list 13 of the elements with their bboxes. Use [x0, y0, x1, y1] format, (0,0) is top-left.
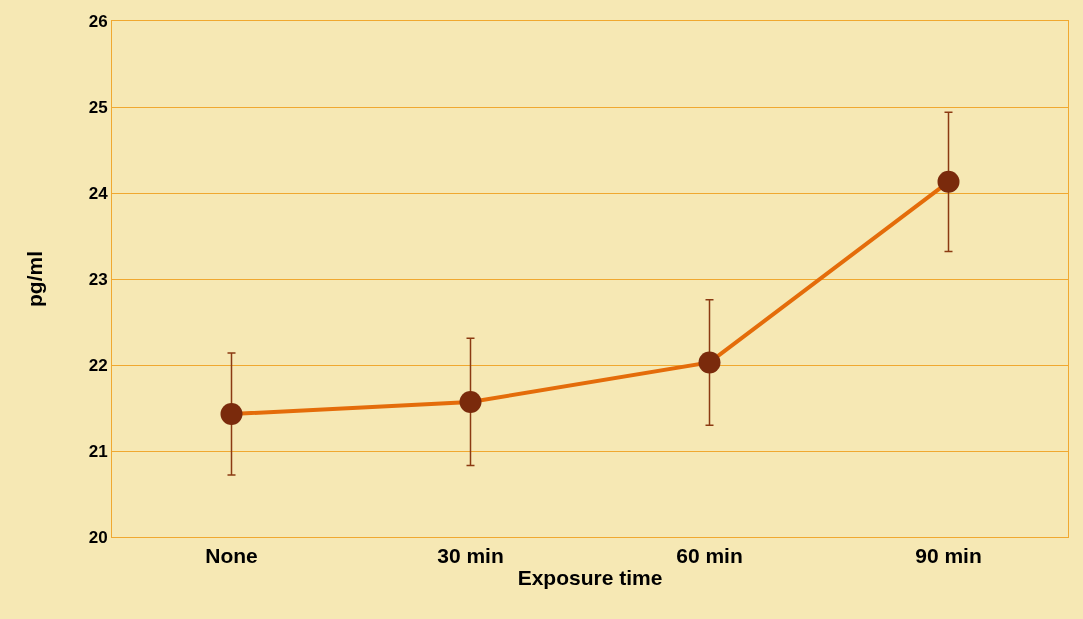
- y-tick-label: 20: [88, 527, 108, 547]
- y-tick-label: 25: [88, 97, 108, 117]
- x-tick-label: 60 min: [676, 544, 743, 568]
- y-tick-label: 21: [88, 441, 108, 461]
- y-axis-title: pg/ml: [22, 251, 46, 307]
- x-tick-label: 30 min: [437, 544, 504, 568]
- y-tick-label: 24: [88, 183, 109, 203]
- x-axis-title: Exposure time: [517, 566, 663, 590]
- y-tick-label: 23: [88, 269, 108, 289]
- x-tick-label: 90 min: [915, 544, 982, 568]
- y-tick-label: 22: [88, 355, 108, 375]
- x-tick-label: None: [205, 544, 258, 568]
- y-tick-label: 26: [88, 11, 108, 31]
